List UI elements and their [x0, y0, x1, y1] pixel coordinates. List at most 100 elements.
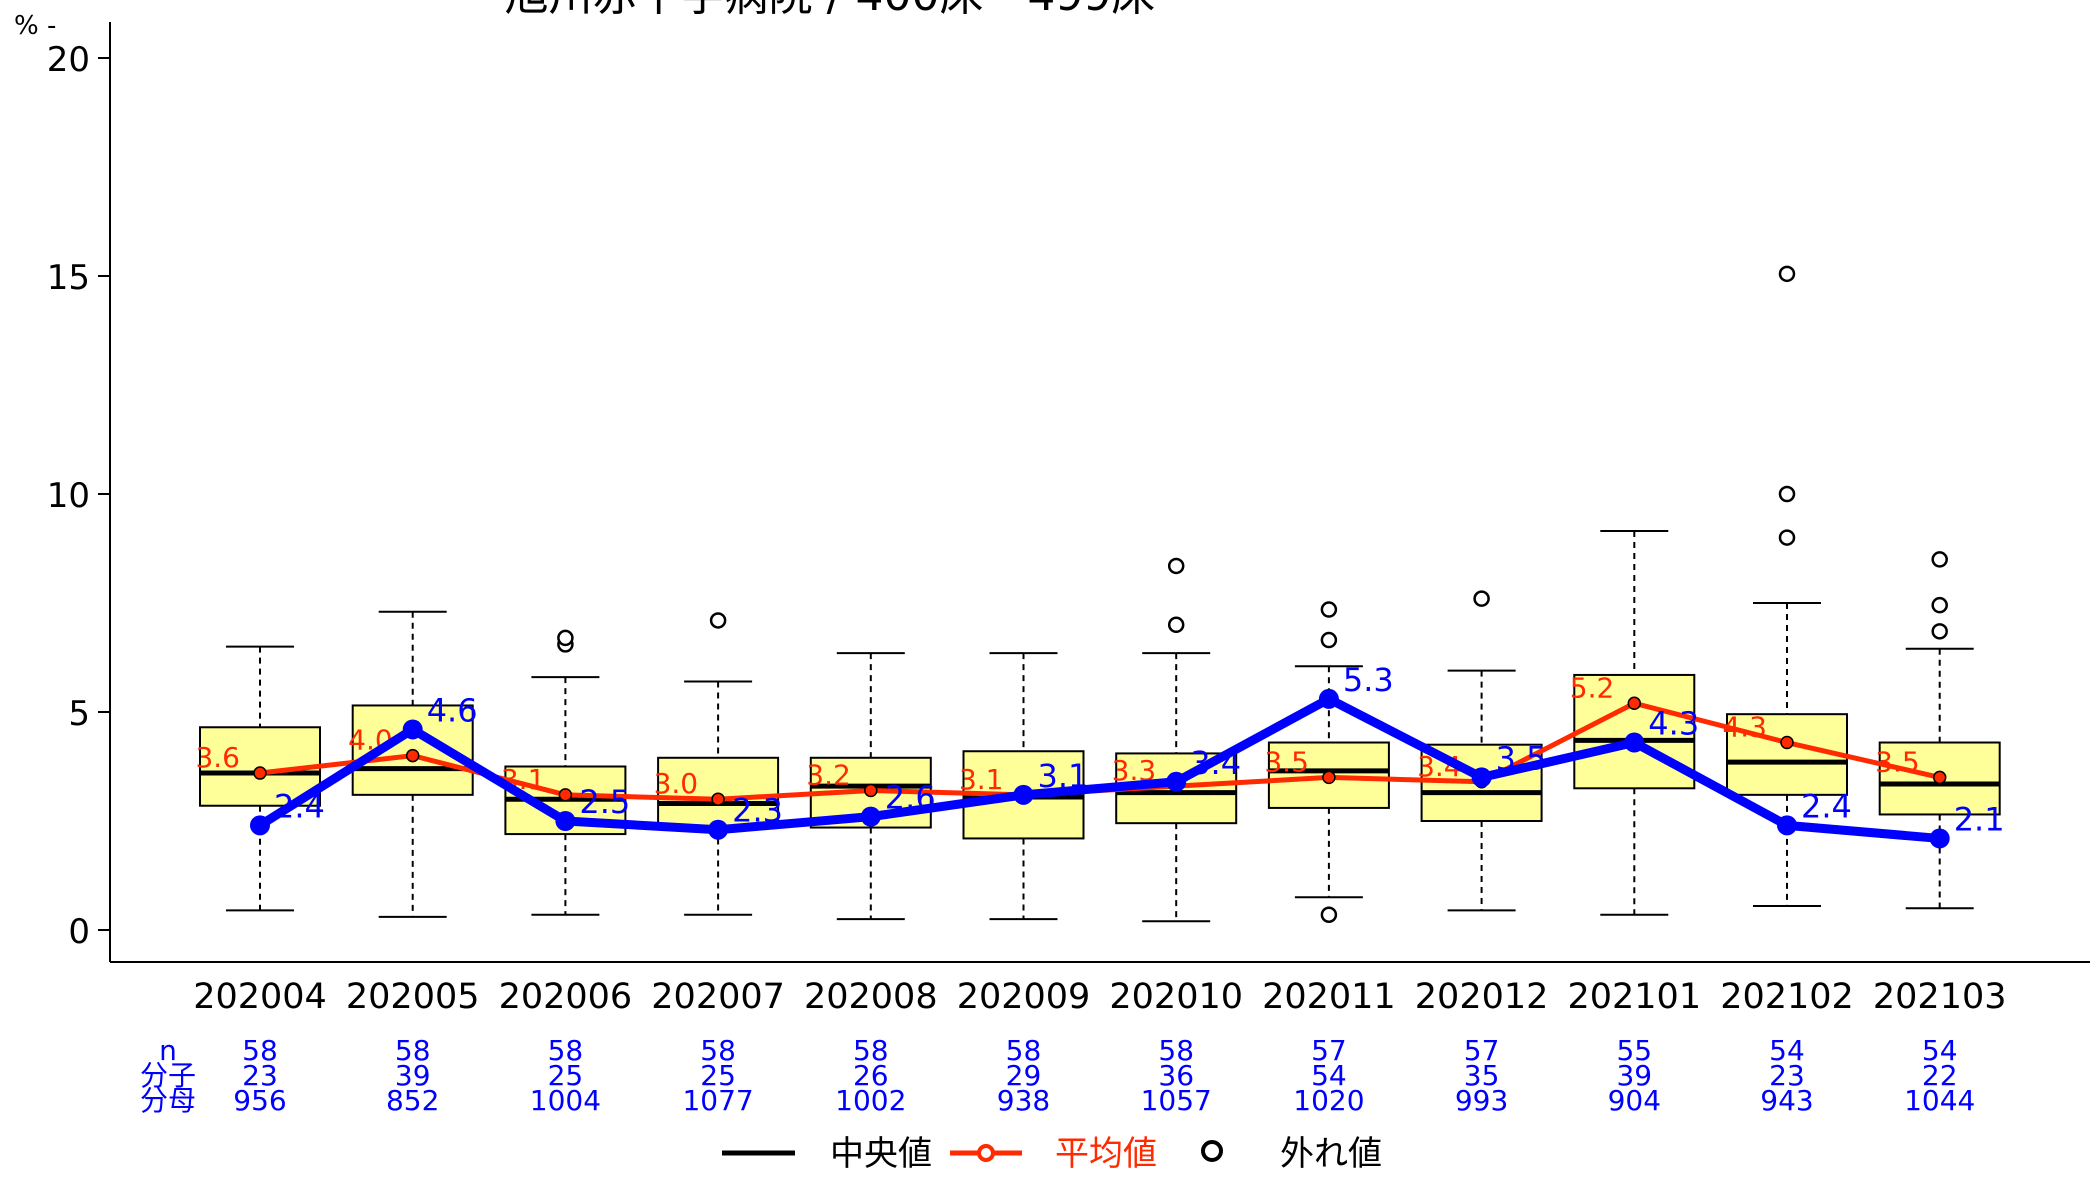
hospital-label: 2.6: [885, 779, 936, 817]
table-cell: 54: [1311, 1059, 1347, 1092]
chart-title: 旭川赤十字病院 / 400床 - 499床: [505, 0, 1156, 21]
mean-point: [558, 788, 573, 802]
legend-median-label: 中央値: [830, 1134, 932, 1174]
y-tick-label: 5: [68, 694, 90, 734]
hospital-point: [402, 719, 423, 740]
outlier-point: [1931, 623, 1948, 640]
table-cell: 1002: [835, 1084, 906, 1117]
hospital-label: 4.3: [1648, 705, 1699, 743]
table-cell: 35: [1464, 1059, 1500, 1092]
x-tick-label: 202011: [1262, 977, 1396, 1017]
outlier-point: [1167, 616, 1185, 634]
x-tick-label: 202006: [499, 977, 633, 1017]
table-cell: 25: [700, 1059, 736, 1092]
mean-label: 4.3: [1722, 711, 1767, 744]
mean-point: [1322, 770, 1336, 785]
table-cell: 1020: [1293, 1084, 1364, 1117]
axes: 0 5 10 15 20 202004 202005 202006 202007 202008 20…: [47, 22, 2090, 1017]
outlier-point: [1931, 596, 1948, 614]
table-cell: 943: [1760, 1084, 1813, 1117]
x-tick-label: 202102: [1720, 977, 1854, 1017]
table-cell: 58: [1158, 1034, 1194, 1067]
table-cell: 54: [1922, 1034, 1958, 1067]
x-tick-label: 202007: [651, 977, 785, 1017]
mean-point: [864, 783, 878, 798]
hospital-label: 2.3: [732, 792, 783, 830]
box-202102: [1726, 265, 1848, 908]
hospital-label: 2.1: [1954, 800, 2005, 838]
table-cell: 29: [1006, 1059, 1042, 1092]
outlier-point: [709, 612, 727, 629]
hospital-label: 2.4: [1801, 787, 1852, 825]
legend-mean-swatch-dot: [977, 1144, 995, 1162]
box-202010: [1115, 557, 1238, 923]
hospital-series: 2.4 4.6 2.5 2.3 2.6 3.1 3.4 5.3 3.5 4.3 2.4 2.1: [250, 661, 2005, 849]
table-cell: 58: [395, 1034, 431, 1067]
mean-point: [1627, 696, 1642, 711]
table-cell: 39: [1616, 1059, 1652, 1092]
table-cell: 58: [242, 1034, 278, 1067]
mean-point: [405, 748, 420, 763]
hospital-point: [1624, 732, 1645, 753]
boxes: [199, 265, 2001, 923]
x-tick-label: 202012: [1415, 977, 1549, 1017]
box-202103: [1878, 551, 2001, 910]
table-row-label: 分母: [140, 1084, 196, 1117]
hospital-point: [555, 811, 576, 831]
y-tick-label: 15: [47, 258, 90, 298]
table-cell: 22: [1922, 1059, 1958, 1092]
legend-mean-label: 平均値: [1055, 1134, 1157, 1174]
y-tick-label: 20: [47, 40, 90, 80]
legend-outlier-label: 外れ値: [1280, 1134, 1382, 1174]
table-cell: 57: [1464, 1034, 1500, 1067]
table-cell: 57: [1311, 1034, 1347, 1067]
table-cell: 23: [1769, 1059, 1805, 1092]
table-cell: 58: [1006, 1034, 1042, 1067]
mean-label: 3.6: [195, 741, 240, 774]
table-cell: 36: [1158, 1059, 1194, 1092]
x-tick-label: 202005: [346, 977, 480, 1017]
hospital-point: [1777, 815, 1797, 836]
hospital-label: 2.5: [579, 783, 630, 821]
table-cell: 58: [548, 1034, 584, 1067]
hospital-label: 3.5: [1496, 739, 1547, 777]
x-tick-label: 202010: [1109, 977, 1243, 1017]
table-cell: 938: [997, 1084, 1050, 1117]
legend: 中央値 平均値 外れ値: [722, 1134, 1382, 1174]
legend-outlier-swatch: [1201, 1140, 1223, 1162]
hospital-line: [257, 694, 1941, 843]
hospital-label: 2.4: [274, 787, 325, 825]
table-cell: 852: [386, 1084, 439, 1117]
table-cell: 993: [1455, 1084, 1508, 1117]
outlier-point: [557, 629, 574, 647]
table-row-label: n: [159, 1034, 177, 1067]
hospital-point: [708, 819, 729, 840]
y-tick-label: 0: [68, 912, 90, 952]
hospital-point: [860, 806, 881, 827]
outlier-point: [1320, 906, 1338, 923]
hospital-point: [1318, 688, 1339, 709]
table-cell: 956: [233, 1084, 286, 1117]
y-tick-label: 10: [47, 476, 90, 516]
outlier-point: [1778, 529, 1796, 546]
mean-label: 3.0: [654, 767, 699, 800]
outlier-point: [1778, 265, 1796, 283]
table-cell: 1004: [530, 1084, 601, 1117]
table-cell: 1044: [1904, 1084, 1975, 1117]
mean-label: 3.1: [959, 763, 1004, 796]
box-202007: [657, 612, 780, 916]
table-cell: 1057: [1141, 1084, 1212, 1117]
outlier-point: [1167, 557, 1185, 575]
x-tick-label: 202103: [1873, 977, 2007, 1017]
mean-point: [1932, 770, 1947, 785]
hospital-point: [1013, 784, 1034, 805]
x-tick-label: 202008: [804, 977, 938, 1017]
outlier-point: [1931, 551, 1948, 568]
iqr-box: [1573, 673, 1696, 790]
table-cell: 58: [853, 1034, 889, 1067]
hospital-point: [1166, 771, 1187, 792]
table-cell: 904: [1608, 1084, 1661, 1117]
mean-point: [711, 792, 725, 806]
